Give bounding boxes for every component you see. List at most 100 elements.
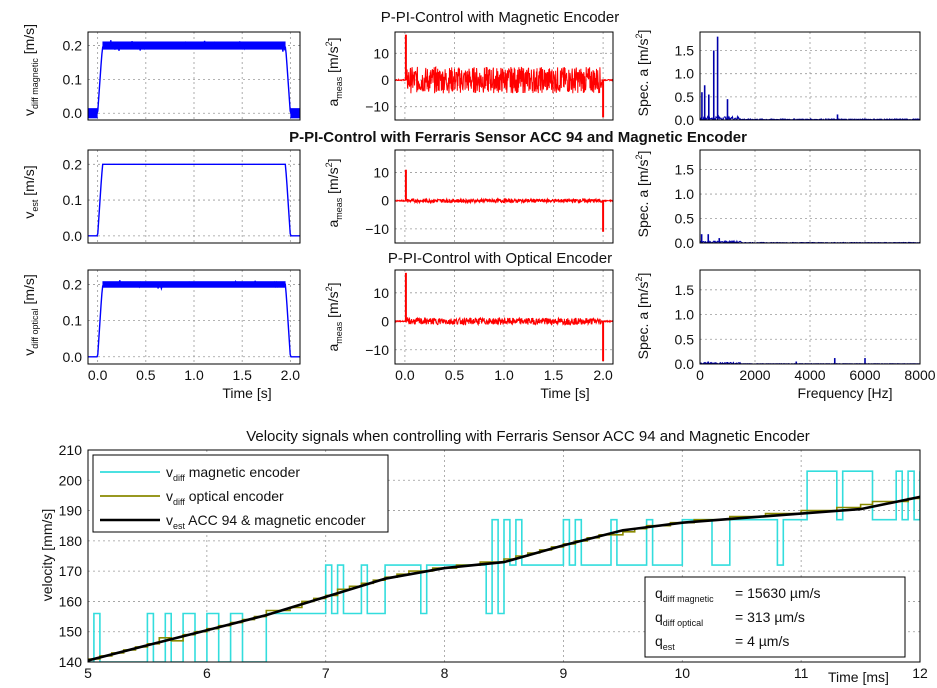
y-tick-label: 1.5: [675, 282, 695, 298]
panel-spec_opt: 0 2000 4000 6000 8000 0.0 0.5 1.0 1.5: [675, 269, 936, 383]
y-tick-label: 10: [373, 45, 389, 61]
title-magnetic-encoder: P-PI-Control with Magnetic Encoder: [381, 9, 619, 26]
x-tick-label: 1.5: [544, 367, 564, 383]
y-tick-label: 0: [381, 193, 389, 209]
svg-text:vest [m/s]: vest [m/s]: [21, 165, 40, 218]
axes-frame: [699, 269, 921, 365]
annotation-row: qdiff magnetic: [655, 585, 714, 604]
title-velocity-signals: Velocity signals when controlling with F…: [246, 428, 810, 445]
legend-entry: vdiff magnetic encoder: [166, 464, 300, 483]
noise-band: [88, 108, 98, 119]
noise-band: [290, 108, 300, 119]
svg-text:vdiff optical [m/s]: vdiff optical [m/s]: [21, 274, 40, 356]
series-magnetic-encoder: [88, 470, 920, 662]
series-acc-94-magnetic-encoder: [88, 495, 920, 662]
series-line: [395, 66, 613, 94]
legend: vdiff magnetic encoder vdiff optical enco…: [92, 454, 389, 533]
ylabel-vest: vest [m/s]: [21, 165, 40, 218]
ylabel-spec-3: Spec. a [m/s2]: [634, 273, 651, 360]
x-tick-label: 1.5: [232, 367, 252, 383]
title-ferraris-sensor: P-PI-Control with Ferraris Sensor ACC 94…: [289, 129, 747, 146]
y-tick-label: 10: [373, 285, 389, 301]
y-tick-label: −10: [365, 342, 389, 358]
xlabel-time-ms: Time [ms]: [828, 669, 889, 685]
ylabel-ameas-1: ameas [m/s2]: [324, 37, 344, 106]
x-tick-label: 5: [84, 665, 92, 681]
y-tick-label: 1.0: [675, 66, 695, 82]
noise-band: [102, 281, 286, 288]
annotation-value: = 4 µm/s: [735, 633, 789, 649]
svg-text:Spec. a [m/s2]: Spec. a [m/s2]: [634, 273, 651, 360]
y-tick-label: 0.1: [63, 192, 83, 208]
x-tick-label: 8: [441, 665, 449, 681]
axes-frame: [87, 31, 301, 121]
axes-frame: [87, 449, 921, 663]
y-tick-label: 0.0: [675, 112, 695, 128]
y-tick-label: −10: [365, 99, 389, 115]
y-tick-label: 0.5: [675, 331, 695, 347]
series-line: [395, 316, 613, 327]
panel-v_mag: 0.0 0.1 0.2: [63, 31, 301, 121]
y-tick-label: 0.5: [675, 211, 695, 227]
annotation-row: qdiff optical: [655, 609, 703, 628]
x-tick-label: 1.0: [494, 367, 514, 383]
x-tick-label: 6: [203, 665, 211, 681]
y-tick-label: 1.0: [675, 307, 695, 323]
y-tick-label: 0: [381, 72, 389, 88]
series-line: [88, 163, 300, 237]
x-tick-label: 0.0: [395, 367, 415, 383]
y-tick-label: 1.5: [675, 162, 695, 178]
plot-area-v_mag: [88, 40, 300, 119]
y-tick-label: 0.1: [63, 313, 83, 329]
y-tick-label: 180: [59, 533, 83, 549]
x-tick-label: 0.0: [88, 367, 108, 383]
ylabel-velocity: velocity [mm/s]: [39, 509, 55, 602]
panel-spec_mag: 0.0 0.5 1.0 1.5: [675, 31, 921, 128]
x-tick-label: 0.5: [136, 367, 156, 383]
noise-annotation: qdiff magnetic = 15630 µm/s qdiff optical =…: [644, 576, 906, 658]
axes-frame: [394, 31, 614, 121]
axes-frame: [87, 269, 301, 365]
ylabel-spec-2: Spec. a [m/s2]: [634, 151, 651, 238]
svg-text:vdiff magnetic [m/s]: vdiff magnetic [m/s]: [21, 24, 40, 116]
x-tick-label: 7: [322, 665, 330, 681]
plot-area-velocity: [88, 470, 920, 662]
plot-area-v_est: [88, 163, 300, 237]
legend-entry: vdiff optical encoder: [166, 488, 284, 507]
x-tick-label: 1.0: [184, 367, 204, 383]
y-tick-label: 160: [59, 593, 83, 609]
x-tick-label: 2000: [739, 367, 770, 383]
ylabel-vdiff-magnetic: vdiff magnetic [m/s]: [21, 24, 40, 116]
x-tick-label: 6000: [849, 367, 880, 383]
y-tick-label: 0.5: [675, 89, 695, 105]
axes-frame: [699, 149, 921, 244]
axes-frame: [394, 149, 614, 244]
x-tick-label: 12: [912, 665, 928, 681]
svg-text:ameas [m/s2]: ameas [m/s2]: [324, 37, 344, 106]
panel-velocity: 5 6 7 8 9 10 11 12 140 150 160 170 180 190 200 210 vdiff…: [59, 442, 928, 681]
x-tick-label: 0.5: [445, 367, 465, 383]
x-tick-label: 10: [674, 665, 690, 681]
y-tick-label: 140: [59, 654, 83, 670]
x-tick-label: 2.0: [281, 367, 301, 383]
y-tick-label: 170: [59, 563, 83, 579]
panel-v_opt: 0.0 0.5 1.0 1.5 2.0 0.0 0.1 0.2: [63, 269, 301, 383]
y-tick-label: 0.0: [675, 356, 695, 372]
ylabel-ameas-3: ameas [m/s2]: [324, 282, 344, 351]
plot-area-a_mag: [395, 34, 613, 118]
y-tick-label: 150: [59, 624, 83, 640]
svg-text:ameas [m/s2]: ameas [m/s2]: [324, 282, 344, 351]
plot-area-v_opt: [88, 279, 300, 358]
title-optical-encoder: P-PI-Control with Optical Encoder: [388, 250, 612, 267]
annotation-row: qest: [655, 633, 675, 652]
y-tick-label: 0.0: [63, 228, 83, 244]
ylabel-spec-1: Spec. a [m/s2]: [634, 30, 651, 117]
axes-frame: [394, 269, 614, 365]
y-tick-label: 200: [59, 472, 83, 488]
ylabel-ameas-2: ameas [m/s2]: [324, 158, 344, 227]
y-tick-label: −10: [365, 221, 389, 237]
ylabel-vdiff-optical: vdiff optical [m/s]: [21, 274, 40, 356]
x-tick-label: 9: [560, 665, 568, 681]
plot-area-a_est: [395, 169, 613, 232]
